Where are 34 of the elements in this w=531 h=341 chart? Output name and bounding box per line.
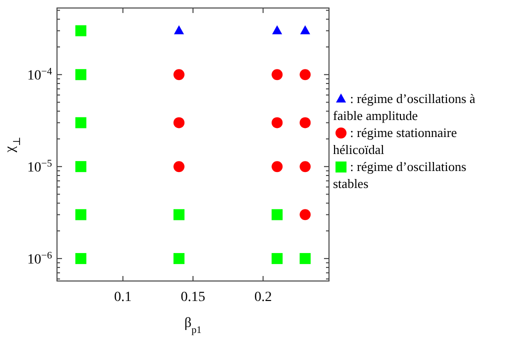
point	[272, 161, 283, 172]
point	[300, 161, 311, 172]
point	[173, 117, 184, 128]
point	[272, 253, 283, 264]
y-tick-label: 10$^{−4}$	[27, 66, 52, 84]
legend-label: : régime d’oscillations à faible amplitude	[333, 91, 476, 123]
point	[75, 117, 86, 128]
point	[75, 253, 86, 264]
point	[173, 253, 184, 264]
point	[272, 25, 282, 34]
point	[75, 209, 86, 220]
point	[173, 69, 184, 80]
point	[300, 25, 310, 34]
point	[272, 117, 283, 128]
point	[300, 69, 311, 80]
x-tick-label: 0.15	[180, 290, 206, 305]
point	[173, 161, 184, 172]
point	[174, 25, 184, 34]
x-axis-title: β$_{p1}$	[184, 316, 202, 336]
point	[300, 209, 311, 220]
legend-label: : régime stationnaire hélicoïdal	[333, 125, 458, 157]
x-tick-label: 0.2	[254, 290, 272, 305]
point	[300, 253, 311, 264]
legend-label: : régime d’oscillations stables	[333, 159, 466, 191]
point	[75, 161, 86, 172]
point	[75, 69, 86, 80]
y-tick-label: 10$^{−6}$	[27, 250, 52, 268]
point	[272, 209, 283, 220]
point	[300, 117, 311, 128]
point	[272, 69, 283, 80]
point	[75, 25, 86, 36]
y-tick-label: 10$^{−5}$	[27, 158, 52, 176]
x-tick-label: 0.1	[114, 290, 132, 305]
point	[173, 209, 184, 220]
